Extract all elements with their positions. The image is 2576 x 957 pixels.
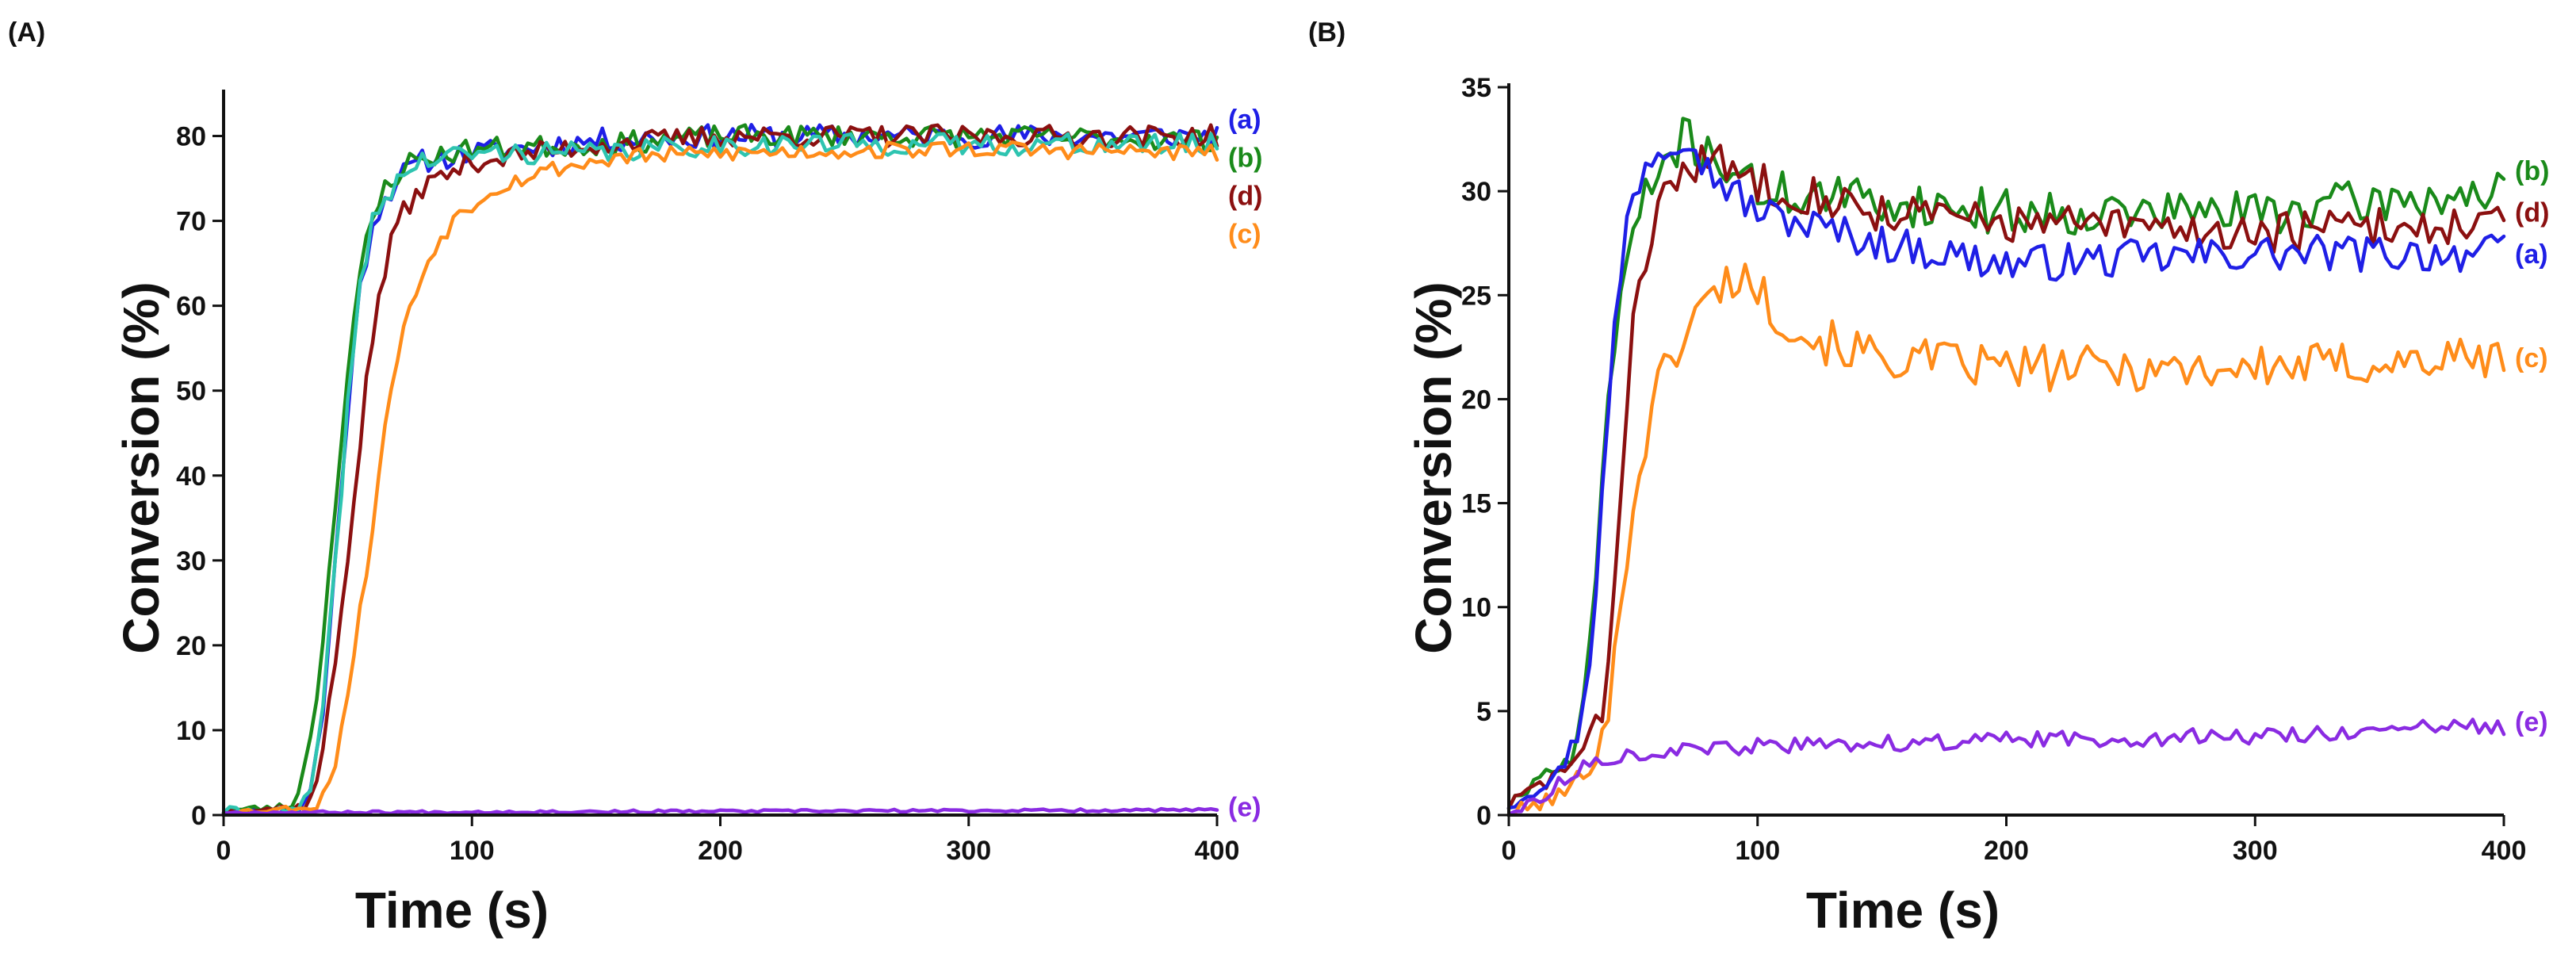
x-tick-label-b-1: 100 — [1735, 836, 1780, 866]
y-tick-label-b-7: 35 — [1461, 73, 1491, 103]
series-label-b-1: (d) — [2515, 197, 2549, 228]
y-tick-label-b-3: 15 — [1461, 489, 1491, 519]
series-line-b-3 — [1506, 262, 2506, 816]
series-line-b-4 — [1506, 718, 2506, 817]
x-tick-label-b-4: 400 — [2482, 836, 2527, 866]
y-tick-label-b-4: 20 — [1461, 385, 1491, 415]
series-line-b-1 — [1506, 144, 2506, 810]
series-label-a-2: (d) — [1228, 181, 1262, 211]
y-tick-label-a-6: 60 — [176, 292, 206, 322]
series-label-a-0: (a) — [1228, 105, 1261, 135]
series-label-a-1: (b) — [1228, 143, 1262, 173]
x-tick-label-b-2: 200 — [1984, 836, 2029, 866]
series-labels-b: (b) (d) (a) (c) (e) — [2515, 156, 2549, 737]
x-tick-label-b-3: 300 — [2233, 836, 2278, 866]
panel-label-a: (A) — [8, 17, 45, 48]
series-label-b-3: (c) — [2515, 343, 2548, 373]
series-line-a-4 — [221, 140, 1219, 817]
series-label-b-4: (e) — [2515, 707, 2548, 737]
series-group-a — [221, 123, 1219, 817]
y-tick-label-a-5: 50 — [176, 377, 206, 407]
x-tick-label-a-0: 0 — [216, 836, 232, 866]
y-tick-label-b-0: 0 — [1476, 801, 1491, 831]
y-axis-title-a: Conversion (%) — [113, 281, 170, 653]
chart-panel-b: (B) 0 100 200 300 400 0 5 10 15 20 25 30 35 (b) (d) (a… — [1308, 17, 2549, 939]
series-line-a-3 — [221, 132, 1219, 817]
series-label-a-4: (c) — [1228, 220, 1261, 250]
ticks-a: 0 100 200 300 400 0 10 20 30 40 50 60 70 80 — [176, 122, 1239, 866]
y-tick-label-b-2: 10 — [1461, 593, 1491, 623]
x-tick-label-b-0: 0 — [1502, 836, 1517, 866]
series-line-a-5 — [221, 806, 1219, 816]
y-tick-label-b-6: 30 — [1461, 177, 1491, 207]
series-label-b-2: (a) — [2515, 239, 2548, 270]
y-tick-label-b-5: 25 — [1461, 281, 1491, 311]
y-tick-label-a-7: 70 — [176, 207, 206, 237]
x-tick-label-a-3: 300 — [946, 836, 991, 866]
series-line-a-2 — [221, 123, 1219, 816]
chart-panel-a: (A) 0 100 200 300 400 0 10 20 30 40 50 60 70 80 (a) (b… — [8, 17, 1262, 939]
axes-a — [222, 90, 1217, 817]
y-tick-label-a-4: 40 — [176, 461, 206, 492]
series-label-b-0: (b) — [2515, 156, 2549, 186]
series-line-b-0 — [1506, 117, 2506, 811]
x-tick-label-a-1: 100 — [450, 836, 495, 866]
panel-label-b: (B) — [1308, 17, 1345, 48]
x-tick-label-a-4: 400 — [1195, 836, 1240, 866]
y-tick-label-a-3: 30 — [176, 546, 206, 576]
series-group-b — [1506, 117, 2506, 817]
y-tick-label-a-8: 80 — [176, 122, 206, 152]
y-tick-label-a-2: 20 — [176, 631, 206, 661]
ticks-b: 0 100 200 300 400 0 5 10 15 20 25 30 35 — [1461, 73, 2526, 866]
y-tick-label-b-1: 5 — [1476, 697, 1491, 727]
x-axis-title-a: Time (s) — [355, 882, 549, 939]
series-label-a-5: (e) — [1228, 792, 1261, 822]
series-line-b-2 — [1506, 147, 2506, 810]
y-tick-label-a-1: 10 — [176, 716, 206, 746]
series-line-a-0 — [221, 123, 1219, 817]
series-labels-a: (a) (b) (d) (c) (e) — [1228, 105, 1262, 822]
x-tick-label-a-2: 200 — [698, 836, 743, 866]
x-axis-title-b: Time (s) — [1806, 882, 2000, 939]
y-tick-label-a-0: 0 — [191, 801, 206, 831]
y-axis-title-b: Conversion (%) — [1405, 281, 1462, 653]
